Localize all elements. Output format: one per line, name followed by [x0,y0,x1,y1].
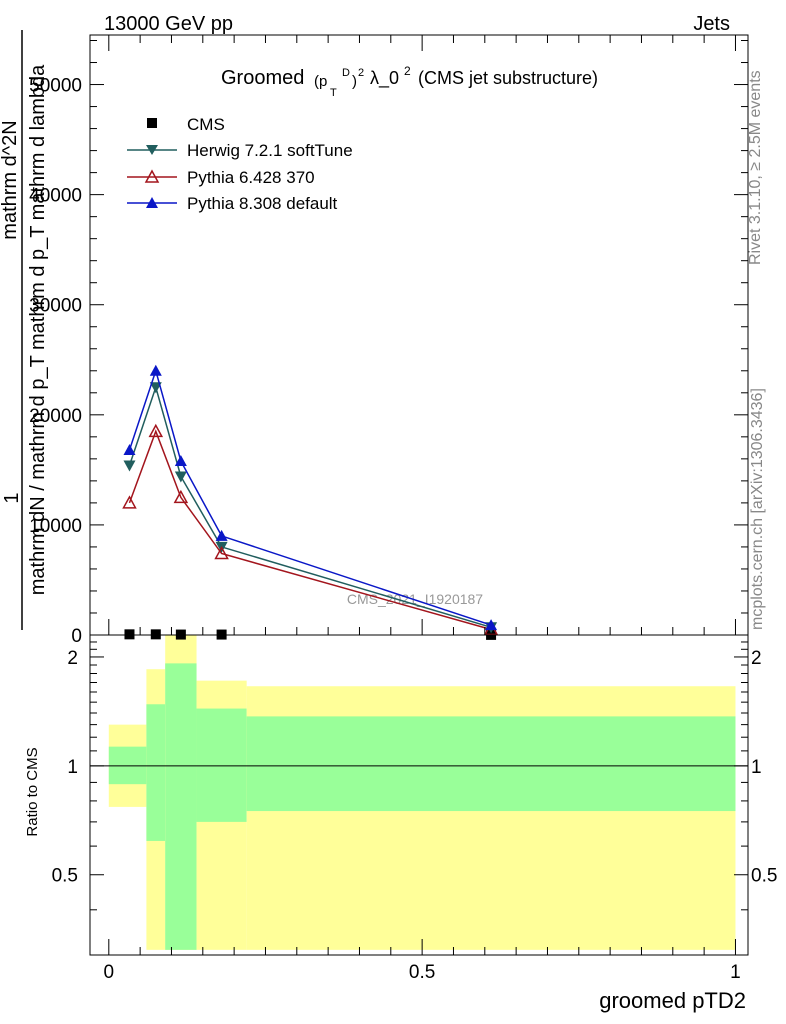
main-ytick-label-0: 0 [71,626,82,647]
title-sup-d: D [342,67,350,79]
series-1-point-2 [174,471,187,483]
series-3-point-1 [149,364,162,376]
series-0-point-0 [124,629,135,640]
ratio-band-inner-3 [196,708,247,822]
rivet-label: Rivet 3.1.10, ≥ 2.5M events [747,70,764,265]
main-ytick-label-3: 30000 [29,296,82,317]
mcplots-label: mcplots.cern.ch [arXiv:1306.3436] [749,388,766,630]
series-0-point-1 [150,629,161,640]
series-2-point-3 [214,545,229,560]
ratio-ylabel: Ratio to CMS [24,747,41,836]
series-3-point-2 [174,455,187,467]
ratio-ytick-label-left-1: 1 [67,757,78,778]
xtick-label-2: 1 [730,962,741,983]
series-1-point-0 [123,460,136,472]
ratio-bands [90,635,748,950]
series-2-point-1 [148,423,164,438]
series-2-point-2 [173,489,189,504]
ratio-band-inner-2 [165,663,197,950]
xtick-label-0: 0 [104,962,115,983]
series-3-point-0 [123,444,136,456]
legend-marker-pythia8 [146,197,158,208]
series-2-point-0 [122,495,137,509]
xtick-label-1: 0.5 [409,962,435,983]
series-3-point-3 [215,529,228,541]
ratio-ytick-label-right-2: 2 [751,648,762,669]
x-axis-label: groomed pTD2 [599,988,746,1013]
main-title: Groomed (p D T ) 2 λ_0 2 (CMS jet substr… [221,64,598,99]
title-sup2b: 2 [404,64,411,78]
main-ytick-label-1: 10000 [29,516,82,537]
main-ylabel-line3: mathrm d^2N [0,120,21,239]
title-suffix: (CMS jet substructure) [418,68,598,88]
title-p: (p [314,73,327,90]
title-sup2: 2 [358,67,364,79]
series-3-point-4 [485,619,498,631]
legend-marker-herwig [146,145,158,155]
ratio-ytick-label-right-1: 1 [751,757,762,778]
ratio-band-inner-1 [146,704,166,841]
title-prefix: Groomed [221,67,304,89]
legend-label-pythia6: Pythia 6.428 370 [187,168,315,187]
series-1-point-1 [149,382,162,394]
main-ytick-label-5: 50000 [29,76,82,97]
title-lambda: λ_0 [370,68,399,89]
header-left: 13000 GeV pp [104,13,233,35]
legend-marker-cms [147,118,157,128]
ratio-frame [89,634,749,956]
legend-label-pythia8: Pythia 8.308 default [187,194,338,213]
axes: 0 10000 20000 30000 40000 50000 0 0.5 1 0.5 0.5 1 1 2… [29,34,777,983]
header-right: Jets [693,13,730,35]
main-ylabel-line1: 1 [1,492,23,503]
title-close: ) [352,73,357,90]
ratio-band-inner-4 [246,716,736,812]
main-ylabel-line2: mathrm dN / mathrm d p_T mathrm d p_T ma… [27,64,49,595]
ratio-ytick-label-left-0: 0.5 [52,866,78,887]
legend-label-herwig: Herwig 7.2.1 softTune [187,141,353,160]
title-sub-t: T [330,87,337,99]
legend: CMS Herwig 7.2.1 softTune Pythia 6.428 3… [127,115,353,213]
ratio-ytick-label-left-2: 2 [67,648,78,669]
main-ytick-label-4: 40000 [29,186,82,207]
main-ytick-label-2: 20000 [29,406,82,427]
series-line-2 [128,429,492,631]
legend-marker-pythia6 [144,169,160,183]
legend-label-cms: CMS [187,115,225,134]
ratio-ytick-label-right-0: 0.5 [751,866,777,887]
